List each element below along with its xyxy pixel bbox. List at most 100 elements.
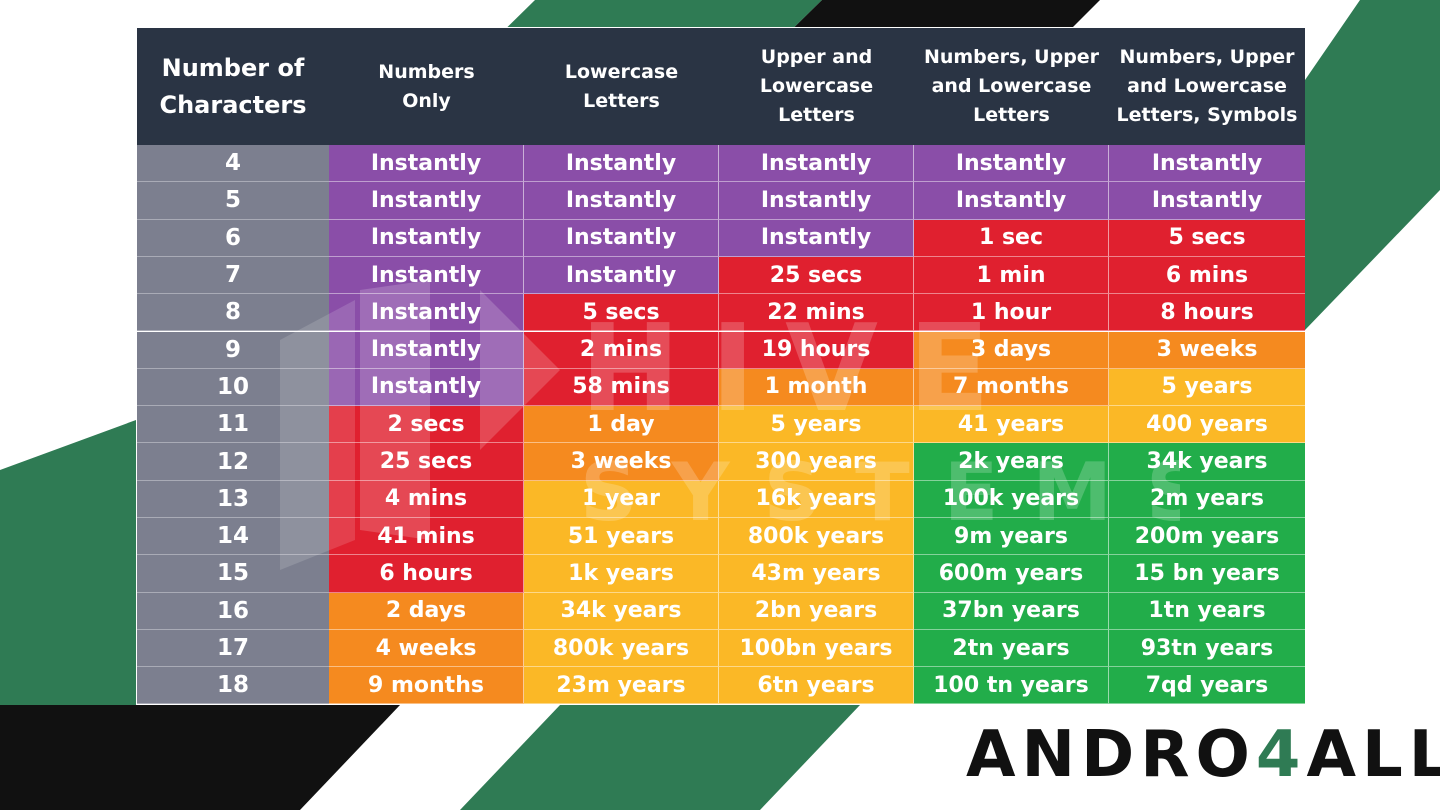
crack-time-cell: Instantly (719, 219, 914, 257)
crack-time-cell: 300 years (719, 443, 914, 481)
crack-time-cell: Instantly (719, 145, 914, 183)
crack-time-cell: 7 months (914, 368, 1109, 407)
crack-time-cell: Instantly (719, 182, 914, 220)
crack-time-cell: 51 years (524, 518, 719, 556)
crack-time-cell: 22 mins (719, 294, 914, 332)
column-header-5: Numbers, Upper and Lowercase Letters, Sy… (1116, 46, 1298, 126)
crack-time-cell: 400 years (1109, 406, 1305, 444)
column-header-3: Upper and Lowercase Letters (759, 46, 874, 126)
crack-time-cell: Instantly (1109, 182, 1305, 220)
crack-time-cell: 25 secs (719, 256, 914, 295)
crack-time-cell: 2m years (1109, 480, 1305, 518)
crack-time-cell: Instantly (524, 256, 719, 295)
crack-time-cell: 2tn years (914, 629, 1109, 668)
table-header: Number of Characters Numbers Only Lowercas… (137, 28, 1305, 145)
table-row: 6 Instantly Instantly Instantly 1 sec 5 secs (137, 219, 1305, 257)
crack-time-cell: Instantly (329, 256, 524, 295)
crack-time-cell: 5 secs (524, 294, 719, 332)
crack-time-cell: 15 bn years (1109, 555, 1305, 593)
crack-time-cell: 6tn years (719, 667, 914, 705)
table-row: 11 2 secs 1 day 5 years 41 years 400 years (137, 406, 1305, 444)
crack-time-cell: 1 sec (914, 219, 1109, 257)
table-row: 12 25 secs 3 weeks 300 years 2k years 34k yea… (137, 443, 1305, 481)
table-row: 13 4 mins 1 year 16k years 100k years 2m year… (137, 480, 1305, 518)
andro4all-logo: ANDRO4ALL (966, 722, 1440, 788)
crack-time-cell: 200m years (1109, 518, 1305, 556)
character-count-cell: 14 (137, 518, 329, 556)
crack-time-cell: 58 mins (524, 368, 719, 407)
table-row: 4 Instantly Instantly Instantly Instantly Ins… (137, 145, 1305, 183)
crack-time-cell: 800k years (719, 518, 914, 556)
column-header-4: Numbers, Upper and Lowercase Letters (923, 46, 1100, 126)
character-count-cell: 4 (137, 145, 329, 183)
crack-time-cell: 2 secs (329, 406, 524, 444)
crack-time-cell: 2k years (914, 443, 1109, 481)
table-row: 17 4 weeks 800k years 100bn years 2tn years 9… (137, 629, 1305, 668)
crack-time-cell: 5 years (719, 406, 914, 444)
crack-time-cell: 8 hours (1109, 294, 1305, 332)
character-count-cell: 7 (137, 256, 329, 295)
crack-time-cell: 9 months (329, 667, 524, 705)
crack-time-cell: 1 month (719, 368, 914, 407)
crack-time-cell: 1k years (524, 555, 719, 593)
crack-time-cell: 600m years (914, 555, 1109, 593)
character-count-cell: 6 (137, 219, 329, 257)
crack-time-cell: Instantly (329, 368, 524, 407)
character-count-cell: 5 (137, 182, 329, 220)
column-header-2: Lowercase Letters (564, 60, 679, 112)
crack-time-cell: 5 years (1109, 368, 1305, 407)
crack-time-cell: Instantly (329, 145, 524, 183)
crack-time-cell: Instantly (329, 219, 524, 257)
character-count-cell: 8 (137, 294, 329, 332)
table-row: 5 Instantly Instantly Instantly Instantly Ins… (137, 182, 1305, 220)
crack-time-cell: 6 mins (1109, 256, 1305, 295)
password-crack-time-table: Number of Characters Numbers Only Lowercas… (136, 27, 1305, 705)
crack-time-cell: 3 days (914, 331, 1109, 369)
character-count-cell: 15 (137, 555, 329, 593)
crack-time-cell: 19 hours (719, 331, 914, 369)
crack-time-cell: Instantly (329, 294, 524, 332)
crack-time-cell: 100bn years (719, 629, 914, 668)
table-row: 8 Instantly 5 secs 22 mins 1 hour 8 hours (137, 294, 1305, 332)
character-count-cell: 10 (137, 368, 329, 407)
crack-time-cell: 93tn years (1109, 629, 1305, 668)
crack-time-cell: 37bn years (914, 592, 1109, 630)
crack-time-cell: 3 weeks (1109, 331, 1305, 369)
column-header-0: Number of Characters (159, 53, 307, 119)
crack-time-cell: 1 year (524, 480, 719, 518)
crack-time-cell: 25 secs (329, 443, 524, 481)
crack-time-cell: 5 secs (1109, 219, 1305, 257)
column-header-1: Numbers Only (378, 60, 475, 112)
crack-time-cell: Instantly (329, 331, 524, 369)
character-count-cell: 17 (137, 629, 329, 668)
crack-time-cell: Instantly (329, 182, 524, 220)
table-row: 9 Instantly 2 mins 19 hours 3 days 3 weeks (137, 331, 1305, 369)
crack-time-cell: Instantly (914, 145, 1109, 183)
table-row: 16 2 days 34k years 2bn years 37bn years 1tn … (137, 592, 1305, 630)
crack-time-cell: 1 day (524, 406, 719, 444)
crack-time-cell: 2bn years (719, 592, 914, 630)
crack-time-cell: 6 hours (329, 555, 524, 593)
character-count-cell: 13 (137, 480, 329, 518)
crack-time-cell: Instantly (524, 182, 719, 220)
crack-time-cell: 1tn years (1109, 592, 1305, 630)
crack-time-cell: 1 hour (914, 294, 1109, 332)
table-row: 10 Instantly 58 mins 1 month 7 months 5 years (137, 368, 1305, 407)
crack-time-cell: 4 mins (329, 480, 524, 518)
crack-time-cell: 3 weeks (524, 443, 719, 481)
crack-time-cell: 23m years (524, 667, 719, 705)
crack-time-cell: Instantly (1109, 145, 1305, 183)
crack-time-cell: 43m years (719, 555, 914, 593)
crack-time-cell: Instantly (524, 145, 719, 183)
crack-time-cell: 34k years (524, 592, 719, 630)
crack-time-cell: 9m years (914, 518, 1109, 556)
crack-time-cell: 800k years (524, 629, 719, 668)
crack-time-cell: 100k years (914, 480, 1109, 518)
character-count-cell: 12 (137, 443, 329, 481)
table-row: 14 41 mins 51 years 800k years 9m years 200m … (137, 518, 1305, 556)
table-row: 15 6 hours 1k years 43m years 600m years 15 b… (137, 555, 1305, 593)
character-count-cell: 9 (137, 331, 329, 369)
logo-suffix: ALL (1306, 718, 1440, 792)
crack-time-cell: 16k years (719, 480, 914, 518)
crack-time-cell: 1 min (914, 256, 1109, 295)
